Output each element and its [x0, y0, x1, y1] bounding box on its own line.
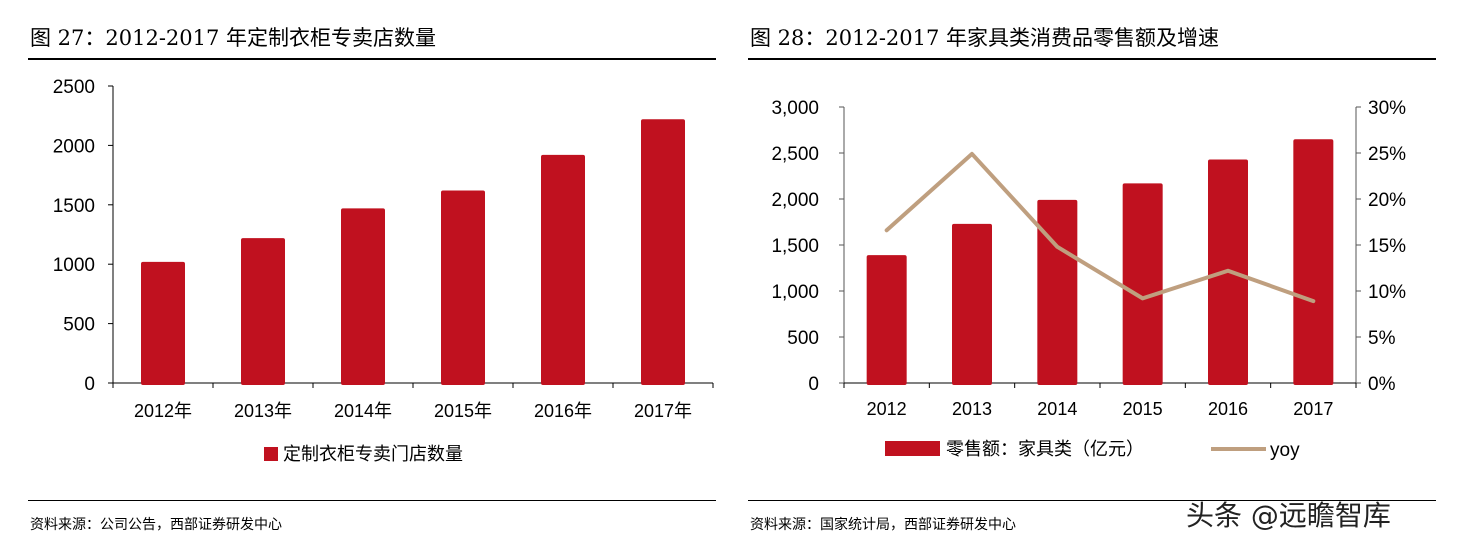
- watermark: 头条 @远瞻智库: [1186, 499, 1391, 532]
- y-tick-label: 1000: [53, 255, 95, 276]
- right-y-tick-label: 30%: [1368, 98, 1406, 119]
- y-tick-label: 2500: [53, 77, 95, 98]
- x-tick-label: 2014年: [334, 401, 392, 421]
- bar-2016年: [541, 154, 585, 385]
- bar-2012: [866, 255, 907, 385]
- left-y-tick-label: 1,500: [771, 236, 819, 257]
- legend-label-line: yoy: [1270, 440, 1300, 461]
- x-tick-label: 2017: [1293, 399, 1333, 419]
- source-note-left: 资料来源：公司公告，西部证券研发中心: [30, 517, 282, 533]
- bar-2015年: [441, 190, 485, 385]
- left-y-tick-label: 0: [808, 374, 819, 395]
- right-y-tick-label: 5%: [1368, 328, 1396, 349]
- y-tick-label: 500: [63, 315, 95, 336]
- left-y-tick-label: 2,000: [771, 190, 819, 211]
- legend-swatch-bar: [885, 441, 940, 456]
- x-tick-label: 2012年: [134, 401, 192, 421]
- figure-27-title: 图 27：2012-2017 年定制衣柜专卖店数量: [30, 26, 437, 50]
- left-y-tick-label: 3,000: [771, 98, 819, 119]
- bar-2017: [1293, 139, 1334, 385]
- figure-28-title: 图 28：2012-2017 年家具类消费品零售额及增速: [750, 26, 1220, 50]
- bar-2013: [952, 223, 992, 385]
- x-tick-label: 2016: [1208, 399, 1248, 419]
- source-note-right: 资料来源：国家统计局，西部证券研发中心: [750, 517, 1016, 533]
- x-tick-label: 2017年: [634, 401, 692, 421]
- x-tick-label: 2015: [1123, 399, 1163, 419]
- left-y-tick-label: 1,000: [771, 282, 819, 303]
- bar-2012年: [141, 261, 185, 385]
- x-tick-label: 2013: [952, 399, 992, 419]
- bar-2014: [1037, 199, 1078, 385]
- bar-2013年: [241, 238, 285, 385]
- right-y-tick-label: 25%: [1368, 144, 1406, 165]
- bar-2014年: [341, 208, 385, 385]
- yoy-line: [884, 151, 1316, 304]
- right-y-tick-label: 10%: [1368, 282, 1406, 303]
- y-tick-label: 1500: [53, 196, 95, 217]
- legend-swatch: [264, 447, 278, 461]
- right-y-tick-label: 15%: [1368, 236, 1406, 257]
- title-divider-right: [748, 58, 1436, 60]
- y-tick-label: 2000: [53, 136, 95, 157]
- x-tick-label: 2015年: [434, 401, 492, 421]
- right-y-tick-label: 0%: [1368, 374, 1396, 395]
- x-tick-label: 2013年: [234, 401, 292, 421]
- bar-2015: [1122, 183, 1163, 385]
- left-y-tick-label: 500: [787, 328, 819, 349]
- x-tick-label: 2014: [1037, 399, 1077, 419]
- source-divider-right: [748, 500, 1436, 501]
- source-divider-left: [28, 500, 716, 501]
- bar-2017年: [641, 119, 685, 385]
- y-tick-label: 0: [84, 374, 95, 395]
- legend-label: 定制衣柜专卖门店数量: [283, 444, 463, 464]
- legend-label-bar: 零售额：家具类（亿元）: [946, 439, 1144, 459]
- x-tick-label: 2012: [867, 399, 907, 419]
- left-y-tick-label: 2,500: [771, 144, 819, 165]
- right-y-tick-label: 20%: [1368, 190, 1406, 211]
- x-tick-label: 2016年: [534, 401, 592, 421]
- title-divider-left: [28, 58, 716, 60]
